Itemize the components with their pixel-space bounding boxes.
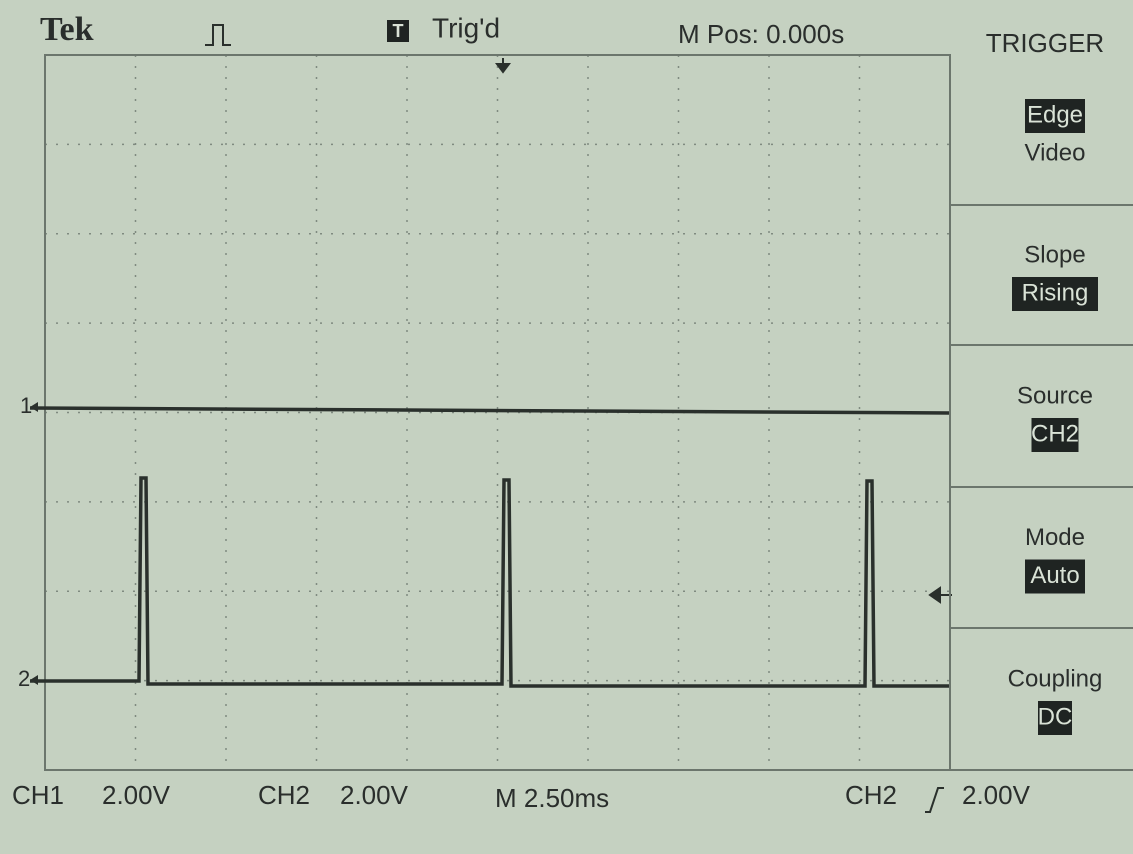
- menu-item-text: Edge: [1027, 101, 1083, 128]
- ch2-label: CH2: [258, 780, 310, 810]
- ch1-scale: 2.00V: [102, 780, 171, 810]
- menu-item-text: Video: [1025, 139, 1086, 166]
- menu-item-text: Coupling: [1008, 665, 1103, 692]
- ch2-marker: 2: [18, 666, 30, 691]
- menu-title: TRIGGER: [986, 28, 1104, 58]
- screen-bg: [0, 0, 1133, 854]
- menu-item-text: Slope: [1024, 241, 1085, 268]
- ch2-scale: 2.00V: [340, 780, 409, 810]
- menu-item-text: Rising: [1022, 279, 1089, 306]
- trigger-level: 2.00V: [962, 780, 1031, 810]
- horizontal-position: M Pos: 0.000s: [678, 19, 844, 49]
- menu-item-text: Mode: [1025, 524, 1085, 551]
- timebase: M 2.50ms: [495, 783, 609, 813]
- brand: Tek: [40, 11, 94, 48]
- ch1-label: CH1: [12, 780, 64, 810]
- trigger-badge: T: [393, 21, 404, 41]
- menu-item-text: Auto: [1030, 562, 1079, 589]
- menu-item-text: CH2: [1031, 420, 1079, 447]
- trigger-source: CH2: [845, 780, 897, 810]
- scope-screen: 1 2 Tek T Trig'd M Pos: 0.000s TRIGGER E…: [0, 0, 1133, 854]
- ch1-marker: 1: [20, 393, 32, 418]
- menu-item-text: DC: [1038, 703, 1073, 730]
- trigger-status: Trig'd: [432, 12, 500, 43]
- menu-item-text: Source: [1017, 382, 1093, 409]
